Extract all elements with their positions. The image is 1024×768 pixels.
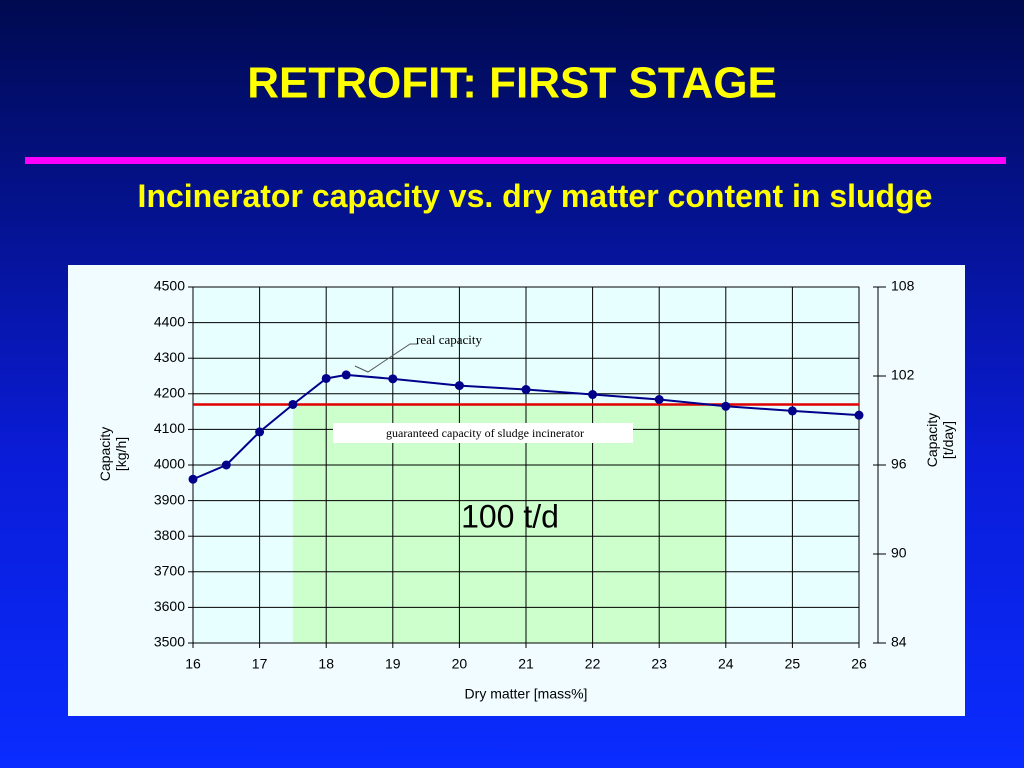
slide-title: RETROFIT: FIRST STAGE [247, 59, 777, 108]
data-point [341, 370, 351, 380]
y-axis-title: Capacity [kg/h] [97, 426, 129, 482]
data-point [721, 401, 731, 411]
divider [25, 157, 1006, 164]
data-point [654, 394, 664, 404]
x-tick-label: 24 [718, 656, 734, 672]
x-tick-label: 16 [185, 656, 201, 672]
y-tick-label: 4100 [154, 420, 185, 436]
y-tick-label: 4300 [154, 349, 185, 365]
data-point [521, 385, 531, 395]
y-tick-label: 3500 [154, 634, 185, 650]
x-tick-label: 22 [585, 656, 601, 672]
y-tick-label: 4500 [154, 278, 185, 294]
data-point [321, 373, 331, 383]
label-box [333, 423, 633, 443]
data-point [787, 406, 797, 416]
y-tick-label: 3900 [154, 491, 185, 507]
x-tick-label: 23 [651, 656, 667, 672]
capacity-note: 100 t/d [461, 498, 559, 534]
y-tick-label: 3800 [154, 527, 185, 543]
x-tick-label: 26 [851, 656, 867, 672]
series-line [192, 373, 860, 481]
y2-axis-title: Capacity [t/day] [924, 412, 956, 468]
guaranteed-region [292, 404, 726, 643]
y2-tick-label: 84 [891, 634, 907, 650]
data-point [288, 399, 298, 409]
data-point [588, 390, 598, 400]
guaranteed-label: guaranteed capacity of sludge incinerato… [386, 426, 584, 440]
data-point [388, 374, 398, 384]
data-point [188, 474, 198, 484]
leader-line [354, 343, 418, 373]
data-point [255, 427, 265, 437]
y-tick-label: 3700 [154, 563, 185, 579]
data-point [454, 381, 464, 391]
data-point [854, 410, 864, 420]
data-point [221, 460, 231, 470]
x-tick-label: 21 [518, 656, 534, 672]
y-tick-label: 4400 [154, 313, 185, 329]
x-tick-label: 17 [252, 656, 268, 672]
y-tick-label: 4000 [154, 456, 185, 472]
y2-tick-label: 108 [891, 278, 915, 294]
x-tick-label: 20 [452, 656, 468, 672]
subtitle: Incinerator capacity vs. dry matter cont… [137, 178, 933, 214]
y2-tick-label: 90 [891, 545, 907, 561]
x-axis-title: Dry matter [mass%] [465, 686, 588, 702]
x-tick-label: 19 [385, 656, 401, 672]
series-label: real capacity [416, 332, 483, 347]
y2-tick-label: 102 [891, 367, 915, 383]
x-tick-label: 18 [318, 656, 334, 672]
y2-tick-label: 96 [891, 456, 907, 472]
x-tick-label: 25 [785, 656, 801, 672]
y-tick-label: 3600 [154, 598, 185, 614]
y-tick-label: 4200 [154, 385, 185, 401]
